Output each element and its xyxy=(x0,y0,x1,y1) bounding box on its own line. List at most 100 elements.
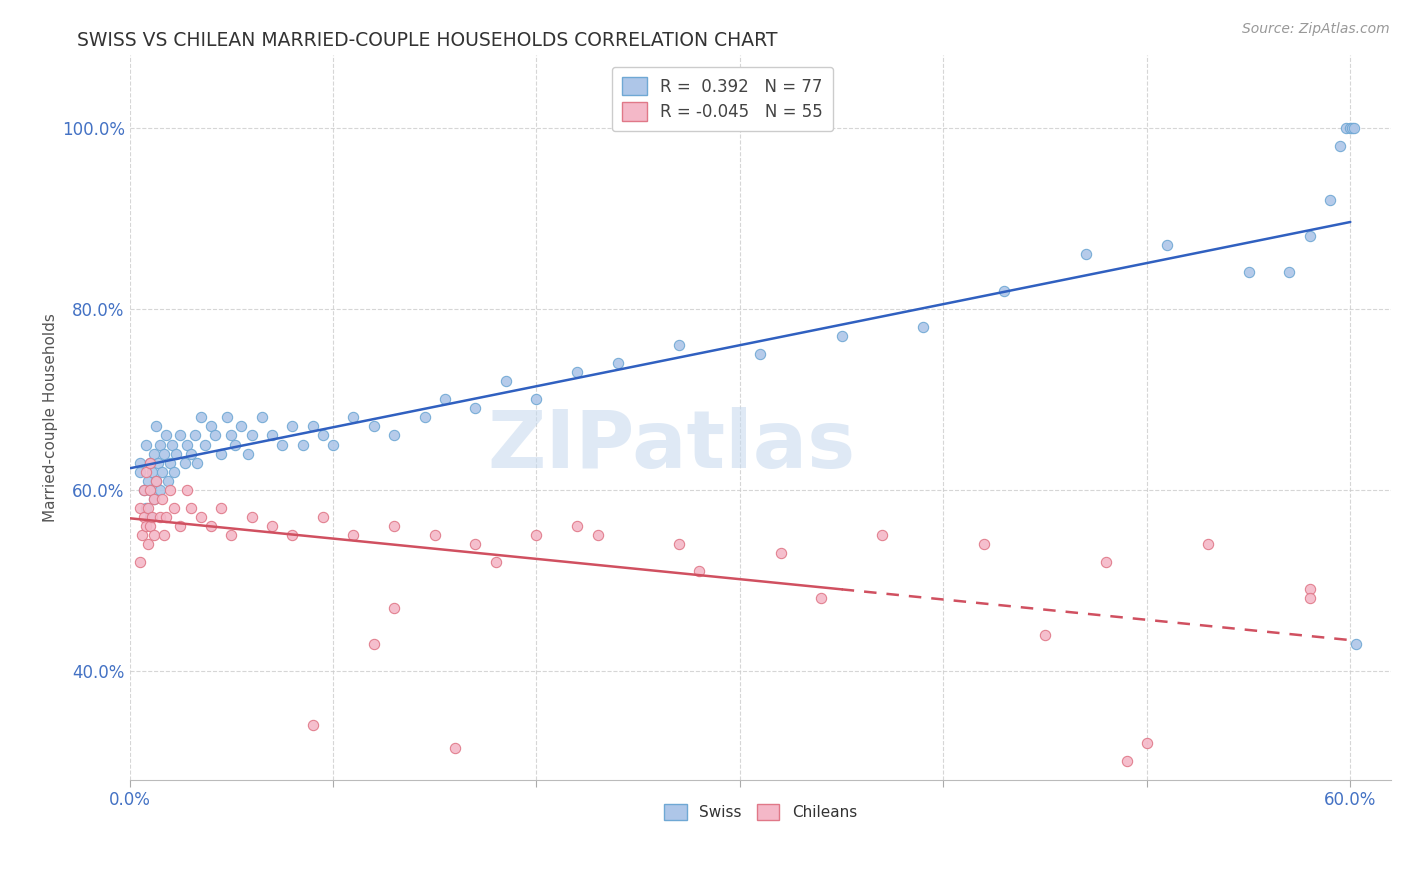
Point xyxy=(149,437,172,451)
Point xyxy=(163,465,186,479)
Point xyxy=(1341,120,1364,135)
Point xyxy=(139,456,162,470)
Point xyxy=(1074,247,1097,261)
Point xyxy=(132,510,155,524)
Point xyxy=(143,491,166,506)
Point xyxy=(155,510,177,524)
Point xyxy=(526,392,548,407)
Point xyxy=(159,483,181,497)
Point xyxy=(128,456,150,470)
Point xyxy=(485,555,508,569)
Point xyxy=(194,437,217,451)
Point xyxy=(153,528,176,542)
Point xyxy=(209,447,232,461)
Point xyxy=(139,456,162,470)
Point xyxy=(688,564,710,578)
Point xyxy=(163,500,186,515)
Point xyxy=(363,419,385,434)
Point xyxy=(141,465,163,479)
Point xyxy=(973,537,995,551)
Point xyxy=(128,500,150,515)
Point xyxy=(769,546,792,560)
Point xyxy=(413,410,436,425)
Point xyxy=(200,419,222,434)
Point xyxy=(149,483,172,497)
Point xyxy=(1278,265,1301,279)
Point xyxy=(1339,120,1361,135)
Point xyxy=(209,500,232,515)
Point xyxy=(143,528,166,542)
Point xyxy=(586,528,609,542)
Point xyxy=(281,528,304,542)
Point xyxy=(150,465,173,479)
Point xyxy=(1346,637,1368,651)
Point xyxy=(291,437,314,451)
Point xyxy=(143,491,166,506)
Point xyxy=(444,740,467,755)
Text: Source: ZipAtlas.com: Source: ZipAtlas.com xyxy=(1241,22,1389,37)
Point xyxy=(176,483,198,497)
Point xyxy=(145,419,167,434)
Point xyxy=(382,428,405,442)
Point xyxy=(1298,582,1320,597)
Point xyxy=(831,329,853,343)
Point xyxy=(810,591,832,606)
Y-axis label: Married-couple Households: Married-couple Households xyxy=(44,313,58,522)
Point xyxy=(495,374,517,388)
Point xyxy=(1197,537,1219,551)
Point xyxy=(312,510,335,524)
Point xyxy=(139,483,162,497)
Point xyxy=(1156,238,1178,252)
Point xyxy=(363,637,385,651)
Point xyxy=(668,338,690,352)
Point xyxy=(1095,555,1118,569)
Point xyxy=(464,401,486,416)
Text: SWISS VS CHILEAN MARRIED-COUPLE HOUSEHOLDS CORRELATION CHART: SWISS VS CHILEAN MARRIED-COUPLE HOUSEHOL… xyxy=(77,31,778,50)
Point xyxy=(135,465,157,479)
Point xyxy=(260,428,283,442)
Point xyxy=(301,718,323,732)
Point xyxy=(231,419,253,434)
Point xyxy=(312,428,335,442)
Point xyxy=(1033,628,1056,642)
Point xyxy=(342,410,364,425)
Point xyxy=(236,447,259,461)
Point xyxy=(1136,736,1159,750)
Point xyxy=(749,347,772,361)
Point xyxy=(190,410,212,425)
Point xyxy=(180,500,202,515)
Point xyxy=(322,437,344,451)
Legend: Swiss, Chileans: Swiss, Chileans xyxy=(658,798,863,826)
Point xyxy=(281,419,304,434)
Point xyxy=(668,537,690,551)
Point xyxy=(169,428,191,442)
Point xyxy=(382,519,405,533)
Point xyxy=(567,365,589,379)
Point xyxy=(157,474,180,488)
Point xyxy=(146,456,169,470)
Point xyxy=(423,528,446,542)
Point xyxy=(190,510,212,524)
Point xyxy=(224,437,246,451)
Point xyxy=(250,410,273,425)
Point xyxy=(135,437,157,451)
Point xyxy=(221,528,243,542)
Point xyxy=(139,510,162,524)
Point xyxy=(1343,120,1365,135)
Point xyxy=(382,600,405,615)
Point xyxy=(912,319,935,334)
Point xyxy=(132,483,155,497)
Point xyxy=(464,537,486,551)
Point xyxy=(260,519,283,533)
Point xyxy=(145,474,167,488)
Point xyxy=(1298,591,1320,606)
Point xyxy=(132,483,155,497)
Point xyxy=(204,428,226,442)
Point xyxy=(150,491,173,506)
Point xyxy=(217,410,239,425)
Point xyxy=(221,428,243,442)
Point xyxy=(186,456,208,470)
Point xyxy=(301,419,323,434)
Point xyxy=(149,510,172,524)
Point xyxy=(173,456,195,470)
